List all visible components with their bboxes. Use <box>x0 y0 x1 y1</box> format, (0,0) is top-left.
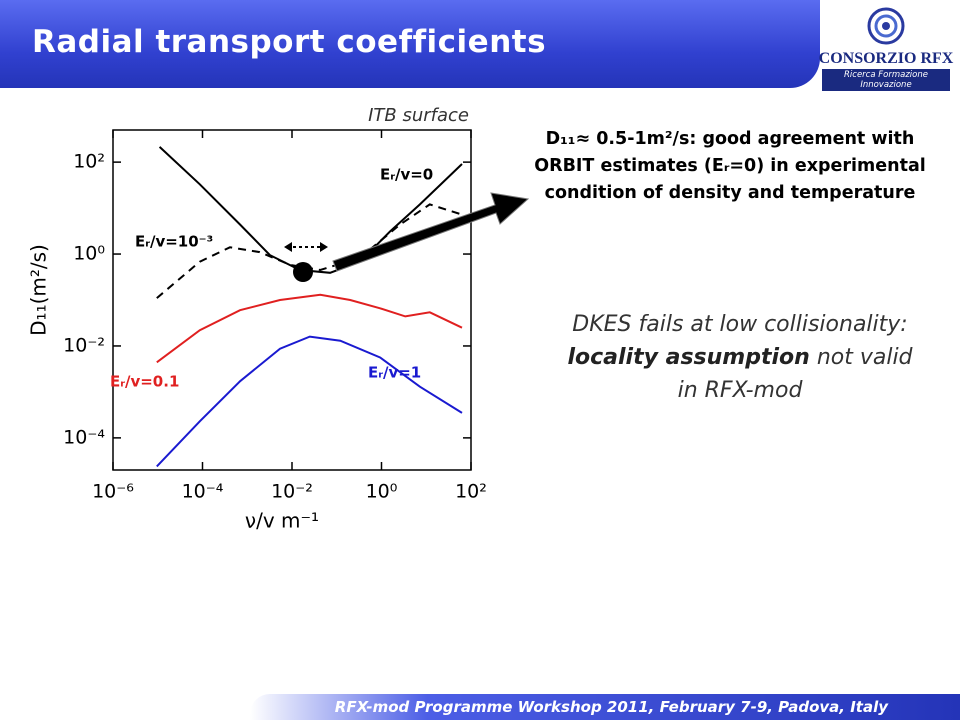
note-part: DKES fails at low collisionality: <box>572 312 908 337</box>
footer-text: RFX-mod Programme Workshop 2011, Februar… <box>334 698 888 716</box>
header-bar: Radial transport coefficients <box>0 0 820 88</box>
series-label: Eᵣ/v=10⁻³ <box>135 233 213 251</box>
x-tick-label: 10⁻⁴ <box>182 481 224 503</box>
arrow-head <box>284 242 292 252</box>
x-tick-label: 10⁻⁶ <box>92 481 134 503</box>
y-tick-label: 10⁻² <box>63 334 105 356</box>
y-axis-label: D₁₁(m²/s) <box>27 244 51 336</box>
y-tick-label: 10² <box>73 151 105 173</box>
arrow-head <box>320 242 328 252</box>
series-line <box>156 293 463 364</box>
series-label: Eᵣ/v=1 <box>368 364 421 382</box>
series-line <box>156 335 463 468</box>
logo-emblem <box>867 7 905 45</box>
series-label: Eᵣ/v=0.1 <box>110 373 179 391</box>
note-part: not valid in RFX-mod <box>677 345 913 403</box>
logo: CONSORZIO RFX Ricerca Formazione Innovaz… <box>818 6 954 91</box>
series-line <box>158 146 463 274</box>
pointer-arrow <box>332 192 530 272</box>
series-label: Eᵣ/v=0 <box>380 166 433 184</box>
x-tick-label: 10⁻² <box>271 481 313 503</box>
marker-dot <box>293 262 313 282</box>
x-axis-label: ν/v m⁻¹ <box>245 509 319 533</box>
note-text: DKES fails at low collisionality: locali… <box>555 308 925 407</box>
x-tick-label: 10⁰ <box>366 481 398 503</box>
footer-bar: RFX-mod Programme Workshop 2011, Februar… <box>250 694 960 720</box>
note-emphasis: locality assumption <box>567 345 810 370</box>
annotation: ITB surface <box>368 105 469 126</box>
series-line <box>156 203 463 299</box>
x-tick-label: 10² <box>455 481 487 503</box>
logo-tagline: Ricerca Formazione Innovazione <box>822 69 950 91</box>
y-tick-label: 10⁰ <box>73 243 105 265</box>
y-tick-label: 10⁻⁴ <box>63 426 105 448</box>
callout-text: D₁₁≈ 0.5-1m²/s: good agreement with ORBI… <box>534 129 926 203</box>
slide-title: Radial transport coefficients <box>32 24 547 60</box>
logo-name: CONSORZIO RFX <box>818 50 954 67</box>
